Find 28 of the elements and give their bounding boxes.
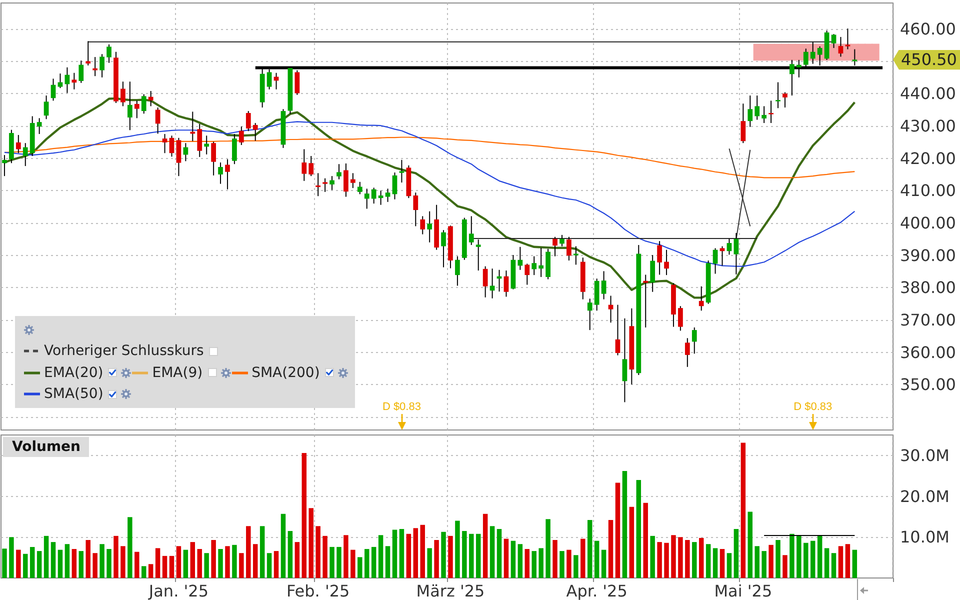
x-tick-label: Jan. '25	[148, 582, 208, 600]
legend-label: Vorheriger Schlusskurs	[44, 343, 204, 360]
legend-label: SMA(50)	[44, 386, 104, 402]
y-tick-label: 440.00	[900, 84, 956, 104]
y-tick-label: 350.00	[900, 375, 956, 394]
legend-label: SMA(200)	[252, 364, 320, 381]
x-tick-label: Apr. '25	[566, 582, 628, 600]
y-tick-label: 10.0M	[900, 528, 950, 547]
chart-title: Volumen	[3, 437, 89, 457]
x-tick-label: Mai '25	[714, 582, 772, 600]
y-tick-label: 390.00	[900, 246, 956, 265]
legend-label: EMA(9)	[152, 364, 203, 381]
y-tick-label: 420.00	[900, 148, 956, 168]
y-tick-label: 400.00	[900, 213, 956, 232]
y-tick-label: 410.00	[900, 181, 956, 200]
annotation: D $0.83	[381, 401, 422, 413]
y-tick-label: 370.00	[900, 310, 956, 330]
x-tick-label: Feb. '25	[286, 582, 350, 600]
y-tick-label: 20.0M	[900, 486, 950, 506]
text: 450.50	[893, 50, 960, 70]
y-tick-label: 30.0M	[900, 446, 950, 465]
y-tick-label: 430.00	[900, 116, 956, 136]
legend-label: EMA(20)	[44, 364, 104, 381]
y-tick-label: 360.00	[900, 342, 956, 362]
x-tick-label: März '25	[416, 582, 485, 600]
y-tick-label: 380.00	[900, 278, 956, 298]
y-tick-label: 460.00	[900, 19, 956, 38]
annotation: D $0.83	[792, 401, 834, 413]
